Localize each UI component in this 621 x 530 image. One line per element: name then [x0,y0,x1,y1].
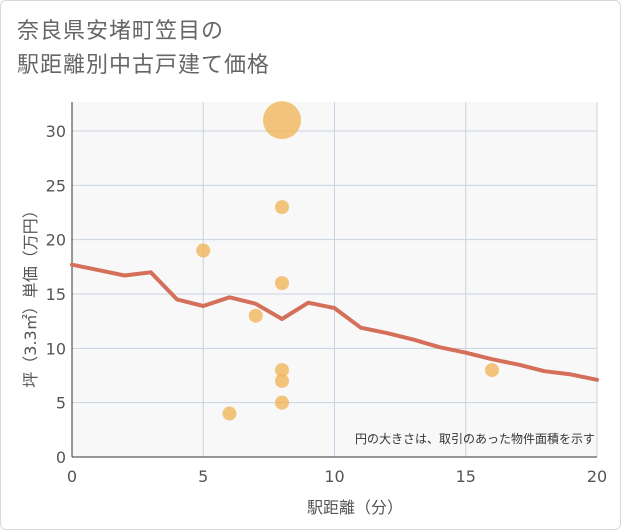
scatter-point-1 [275,200,289,215]
scatter-point-5 [275,363,289,378]
grid [71,102,598,458]
y-tick-label-25: 25 [46,176,66,195]
scatter-point-0 [263,101,301,140]
x-tick-label-5: 5 [198,467,208,486]
scatter-point-2 [196,243,211,258]
scatter-point-6 [275,373,289,388]
y-tick-label-20: 20 [46,231,66,250]
x-tick-label-0: 0 [67,467,77,486]
y-tick-label-5: 5 [56,394,66,413]
y-tick-label-0: 0 [56,448,66,467]
x-tick-label-20: 20 [587,467,607,486]
x-tick-label-15: 15 [456,467,476,486]
scatter-point-9 [222,406,237,421]
scatter-point-3 [275,276,289,291]
title-line-2: 駅距離別中古戸建て価格 [17,53,271,78]
trend-line [70,262,599,382]
title-line-1: 奈良県安堵町笠目の [17,19,225,44]
y-axis-label: 坪（3.3㎡）単価（万円） [21,202,40,387]
scatter-point-4 [248,308,263,323]
y-tick-label-30: 30 [46,122,66,141]
x-tick-label-10: 10 [324,467,344,486]
scatter-points [196,101,499,421]
chart-title: 奈良県安堵町笠目の 駅距離別中古戸建て価格 [17,15,577,83]
x-tick-labels: 0 5 10 15 20 [67,467,607,486]
y-tick-label-15: 15 [46,285,66,304]
y-tick-label-10: 10 [46,339,66,358]
bubble-size-note: 円の大きさは、取引のあった物件面積を示す [355,431,595,446]
x-axis-label: 駅距離（分） [307,498,403,517]
scatter-point-8 [275,395,289,410]
y-tick-labels: 0 5 10 15 20 25 30 [46,122,66,467]
scatter-point-7 [485,363,499,378]
